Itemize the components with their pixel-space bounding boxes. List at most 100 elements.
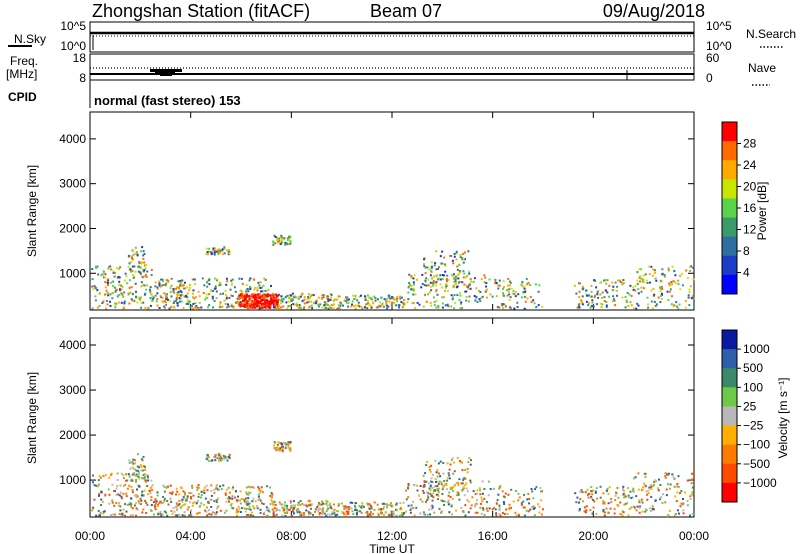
velocity-echo-cell bbox=[676, 483, 679, 485]
velocity-echo-cell bbox=[595, 487, 598, 490]
velocity-echo-cell bbox=[167, 485, 170, 488]
velocity-echo-cell bbox=[288, 508, 290, 511]
velocity-echo-cell bbox=[664, 475, 667, 478]
velocity-echo-cell bbox=[689, 514, 691, 517]
velocity-echo-cell bbox=[447, 499, 450, 502]
power-echo-cell bbox=[653, 300, 656, 303]
velocity-echo-cell bbox=[244, 510, 247, 513]
velocity-echo-cell bbox=[219, 455, 222, 458]
velocity-echo-cell bbox=[127, 473, 130, 476]
velocity-echo-cell bbox=[469, 463, 472, 466]
power-echo-cell bbox=[455, 252, 458, 255]
velocity-echo-cell bbox=[98, 475, 101, 478]
velocity-echo-cell bbox=[215, 485, 218, 488]
velocity-echo-cell bbox=[639, 505, 642, 508]
power-echo-cell bbox=[332, 307, 335, 310]
power-echo-cell bbox=[307, 300, 310, 303]
velocity-echo-cell bbox=[138, 466, 141, 469]
velocity-echo-cell bbox=[603, 511, 606, 514]
velocity-echo-cell bbox=[343, 507, 346, 510]
velocity-echo-cell bbox=[281, 503, 284, 506]
power-echo-cell bbox=[262, 304, 265, 307]
power-echo-cell bbox=[498, 279, 501, 282]
power-echo-cell bbox=[408, 282, 411, 284]
velocity-echo-cell bbox=[199, 505, 202, 508]
power-echo-cell bbox=[418, 303, 421, 306]
power-echo-cell bbox=[165, 298, 168, 300]
velocity-echo-cell bbox=[486, 510, 489, 512]
velocity-echo-cell bbox=[455, 494, 458, 497]
power-echo-cell bbox=[430, 271, 433, 274]
power-echo-cell bbox=[260, 298, 263, 301]
power-echo-cell bbox=[215, 297, 218, 300]
power-echo-cell bbox=[423, 263, 425, 266]
velocity-echo-cell bbox=[219, 509, 222, 512]
velocity-echo-cell bbox=[439, 475, 442, 478]
power-echo-cell bbox=[432, 280, 435, 282]
power-echo-cell bbox=[307, 306, 310, 309]
power-echo-cell bbox=[288, 235, 291, 238]
power-echo-cell bbox=[455, 277, 458, 280]
freq-unit: [MHz] bbox=[6, 67, 37, 81]
power-echo-cell bbox=[272, 303, 275, 306]
power-echo-cell bbox=[444, 270, 447, 273]
power-echo-cell bbox=[392, 297, 395, 300]
power-echo-cell bbox=[241, 304, 244, 307]
velocity-echo-cell bbox=[104, 493, 107, 496]
power-echo-cell bbox=[483, 274, 486, 277]
power-echo-cell bbox=[134, 246, 137, 249]
velocity-echo-cell bbox=[337, 503, 340, 506]
velocity-echo-cell bbox=[345, 507, 348, 510]
power-echo-cell bbox=[231, 282, 234, 285]
power-echo-cell bbox=[179, 294, 182, 297]
power-echo-cell bbox=[183, 295, 186, 298]
velocity-echo-cell bbox=[538, 511, 541, 514]
velocity-echo-cell bbox=[579, 491, 582, 493]
velocity-echo-cell bbox=[638, 499, 641, 502]
power-echo-cell bbox=[327, 307, 330, 310]
power-echo-cell bbox=[213, 249, 216, 252]
power-echo-cell bbox=[128, 279, 131, 282]
power-echo-cell bbox=[227, 303, 229, 306]
velocity-colorbar-segment bbox=[722, 444, 737, 465]
power-echo-cell bbox=[593, 296, 596, 299]
velocity-echo-cell bbox=[252, 514, 255, 517]
velocity-echo-cell bbox=[159, 500, 162, 503]
power-echo-cell bbox=[164, 307, 166, 310]
velocity-echo-cell bbox=[319, 508, 322, 511]
velocity-echo-cell bbox=[120, 512, 123, 515]
power-echo-cell bbox=[141, 246, 144, 249]
velocity-echo-cell bbox=[275, 448, 278, 451]
velocity-echo-cell bbox=[115, 493, 118, 496]
velocity-echo-cell bbox=[283, 507, 286, 510]
velocity-echo-cell bbox=[581, 491, 584, 494]
power-echo-cell bbox=[589, 306, 592, 309]
velocity-echo-cell bbox=[431, 487, 434, 489]
power-echo-cell bbox=[223, 247, 226, 250]
power-echo-cell bbox=[154, 285, 157, 288]
velocity-echo-cell bbox=[293, 512, 295, 515]
velocity-echo-cell bbox=[132, 462, 135, 465]
power-echo-cell bbox=[386, 307, 389, 310]
velocity-echo-cell bbox=[151, 484, 154, 487]
power-echo-cell bbox=[123, 302, 126, 305]
power-echo-cell bbox=[182, 306, 185, 309]
power-echo-cell bbox=[591, 301, 594, 304]
velocity-echo-cell bbox=[347, 510, 350, 513]
velocity-echo-cell bbox=[510, 506, 512, 509]
velocity-echo-cell bbox=[245, 514, 248, 516]
power-echo-cell bbox=[591, 299, 594, 302]
velocity-echo-cell bbox=[189, 501, 192, 504]
velocity-echo-cell bbox=[442, 485, 445, 488]
power-echo-cell bbox=[432, 296, 435, 299]
power-echo-cell bbox=[135, 251, 138, 254]
velocity-echo-cell bbox=[377, 513, 380, 516]
velocity-echo-cell bbox=[437, 482, 440, 485]
power-echo-cell bbox=[452, 286, 455, 289]
velocity-echo-cell bbox=[690, 482, 693, 485]
velocity-echo-cell bbox=[143, 476, 146, 479]
velocity-echo-cell bbox=[587, 493, 590, 496]
velocity-echo-cell bbox=[278, 501, 281, 504]
